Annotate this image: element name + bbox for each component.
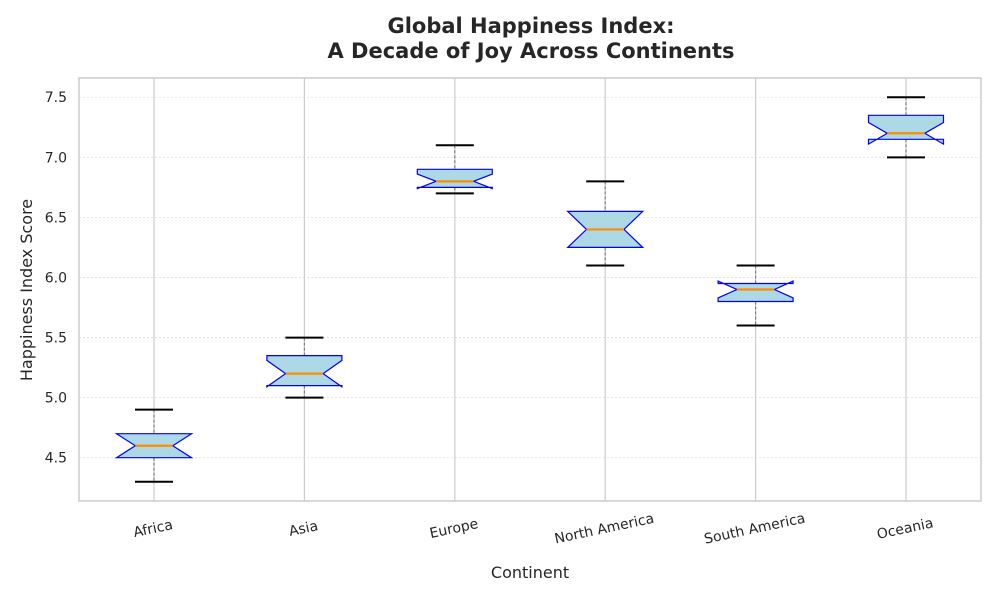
y-tick-label: 5.5	[45, 331, 67, 347]
y-axis-label: Happiness Index Score	[17, 199, 36, 381]
x-tick-label: South America	[703, 511, 807, 548]
plot-area	[78, 77, 982, 502]
y-tick-labels: 4.5 5.0 5.5 6.0 6.5 7.0 7.5	[45, 90, 67, 467]
box-asia	[266, 336, 343, 399]
box-africa	[114, 408, 194, 483]
boxes	[114, 96, 945, 483]
y-tick-label: 7.5	[45, 90, 67, 106]
chart-title: Global Happiness Index: A Decade of Joy …	[327, 14, 735, 63]
iqr-box	[717, 280, 794, 303]
box-europe	[416, 144, 493, 195]
iqr-box	[416, 168, 493, 190]
iqr-box	[266, 355, 343, 388]
x-tick-label: Oceania	[875, 515, 934, 543]
iqr-box	[867, 114, 945, 146]
x-axis-label: Continent	[491, 563, 569, 582]
y-tick-label: 7.0	[45, 150, 67, 166]
x-tick-labels: Africa Asia Europe North America South Ameri…	[132, 511, 935, 548]
y-tick-label: 5.0	[45, 391, 67, 407]
x-tick-label: Europe	[428, 516, 479, 542]
box-north-america	[566, 180, 645, 267]
y-tick-label: 6.0	[45, 270, 67, 286]
y-tick-label: 4.5	[45, 451, 67, 467]
x-tick-label: Asia	[288, 518, 320, 540]
x-tick-label: Africa	[132, 517, 174, 541]
y-tick-label: 6.5	[45, 210, 67, 226]
box-south-america	[717, 264, 794, 327]
box-oceania	[867, 96, 945, 159]
x-tick-label: North America	[553, 511, 655, 548]
